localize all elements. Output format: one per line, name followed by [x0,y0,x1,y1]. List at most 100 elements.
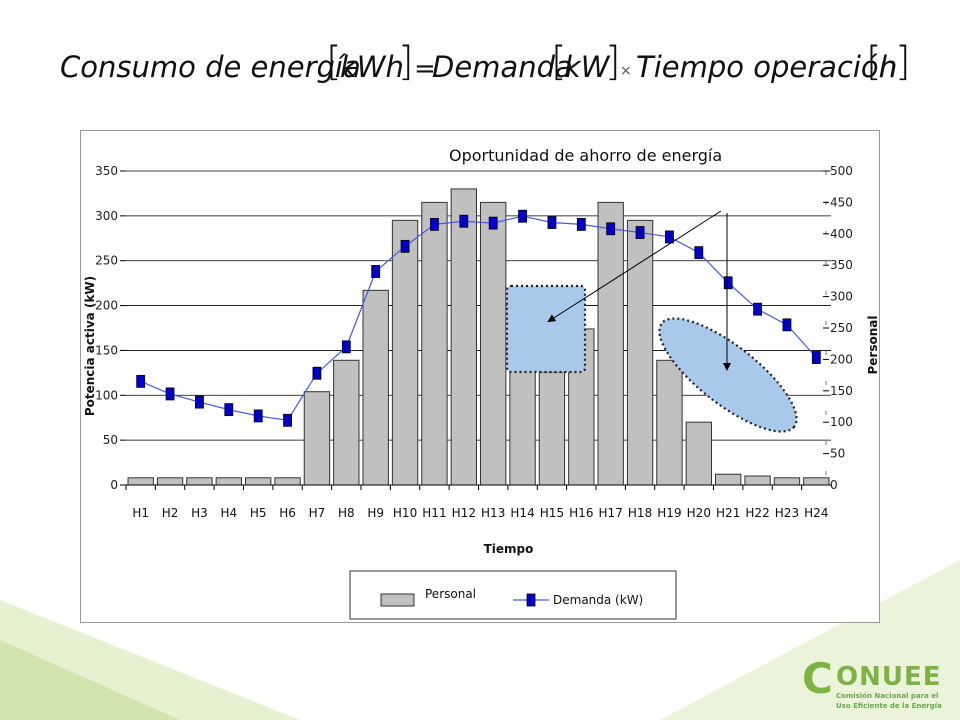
formula-bracket: ] [605,39,621,85]
right-tick-label: 0 [830,478,838,492]
right-tick-label: 350 [830,258,853,272]
demand-marker-H12 [459,214,469,228]
bar-H6 [274,477,301,486]
demand-marker-H15 [547,216,557,229]
demand-marker-H20 [694,246,704,260]
x-tick-label: H4 [220,506,237,520]
right-tick-label: 50 [830,447,845,461]
demand-marker-H2 [165,387,175,401]
demand-marker-H17 [606,222,616,236]
formula-term2-unit: h [879,50,898,84]
bar-H3 [186,477,213,486]
decor-swoosh-right [660,560,960,720]
x-tick-label: H11 [422,506,446,520]
logo-subtitle-line2: Uso Eficiente de la Energía [836,702,942,710]
x-tick-label: H18 [628,506,652,520]
formula-times: × [620,63,632,79]
logo-big-c: C [802,655,833,703]
demand-line [140,215,817,421]
y-axis-title: Potencia activa (kW) [83,276,97,416]
formula-bracket: [ [866,39,882,85]
formula-bracket: ] [895,39,911,85]
x-tick-label: H15 [540,506,564,520]
y-tick-label: 200 [95,299,118,313]
x-tick-label: H7 [309,506,326,520]
x-tick-label: H5 [250,506,267,520]
demand-marker-H14 [518,209,527,223]
formula-equals: = [414,54,436,84]
demand-marker-H21 [723,276,733,290]
bar-H21 [715,473,742,486]
x-tick-label: H8 [338,506,355,520]
x-tick-label: H16 [569,506,593,520]
formula-lhs: Consumo de energía [60,50,361,84]
chart-canvas: 0 50 100 150 200 250 300 350 0 50 100 150 200 250 300 3… [83,146,880,620]
demand-marker-H8 [341,340,351,354]
legend-label-demanda: Demanda (kW) [553,593,643,607]
bar-H5 [245,477,272,486]
conuee-logo: C ONUEE Comisión Nacional para el Uso Ef… [802,655,942,710]
demand-marker-H3 [195,395,204,409]
formula-term2: Tiempo operación [636,50,898,84]
y-tick-label: 100 [95,388,118,402]
bar-H1 [127,477,154,486]
decor-swoosh-left-dark [0,640,180,720]
demand-marker-H7 [312,366,322,380]
legend-label-personal: Personal [425,587,476,601]
bar-H8 [333,359,360,486]
x-tick-label: H10 [393,506,417,520]
bar-H11 [421,201,448,486]
formula-bracket: [ [551,39,567,85]
x-tick-label: H13 [481,506,505,520]
logo-subtitle-line1: Comisión Nacional para el [836,692,938,700]
y-tick-label: 50 [103,433,118,447]
demand-marker-H13 [488,216,498,230]
energy-formula: Consumo de energía [ kWh ] = Demanda [ k… [0,39,960,100]
demand-marker-H10 [400,239,410,253]
x-tick-label: H21 [716,506,740,520]
demand-marker-H5 [253,409,263,423]
x-tick-label: H2 [162,506,179,520]
demand-marker-H11 [430,217,439,231]
bar-H14 [509,359,536,486]
demand-marker-H23 [782,318,792,332]
bar-H7 [303,391,331,486]
bar-H9 [362,289,389,486]
formula-term1-unit: kW [564,50,610,84]
demand-marker-H9 [371,265,381,278]
arrow-to-box [547,210,722,323]
x-tick-label: H3 [191,506,208,520]
demand-marker-H4 [224,403,234,417]
x-tick-label: H17 [599,506,623,520]
bar-H22 [744,475,771,486]
formula-bracket: [ [326,39,342,85]
x-axis-title: Tiempo [484,542,534,556]
demand-marker-H16 [576,217,586,231]
x-tick-label: H1 [132,506,149,520]
bar-H12 [450,188,477,486]
right-tick-label: 300 [830,290,853,304]
x-tick-label: H12 [452,506,476,520]
y-tick-label: 250 [95,254,118,268]
right-tick-label: 250 [830,321,853,335]
y-tick-label: 150 [95,343,118,357]
y-tick-label: 350 [95,164,118,178]
energy-chart: 0 50 100 150 200 250 300 350 0 50 100 150 200 250 300 3… [80,130,880,623]
right-tick-label: 100 [830,415,853,429]
y-tick-label: 300 [95,209,118,223]
x-tick-label: H6 [279,506,296,520]
formula-term1: Demanda [432,50,573,84]
x-tick-label: H19 [657,506,681,520]
saving-zone-ellipse [658,317,798,433]
right-tick-label: 400 [830,227,853,241]
y-right-axis-title: Personal [866,316,880,375]
demand-marker-H24 [811,351,821,364]
logo-wordmark: ONUEE [836,662,942,692]
bar-H20 [685,421,712,486]
bar-H4 [215,477,242,486]
demand-marker-H18 [635,226,645,239]
demand-marker-H6 [283,413,292,427]
right-tick-label: 500 [830,164,853,178]
y-tick-label: 0 [110,478,118,492]
